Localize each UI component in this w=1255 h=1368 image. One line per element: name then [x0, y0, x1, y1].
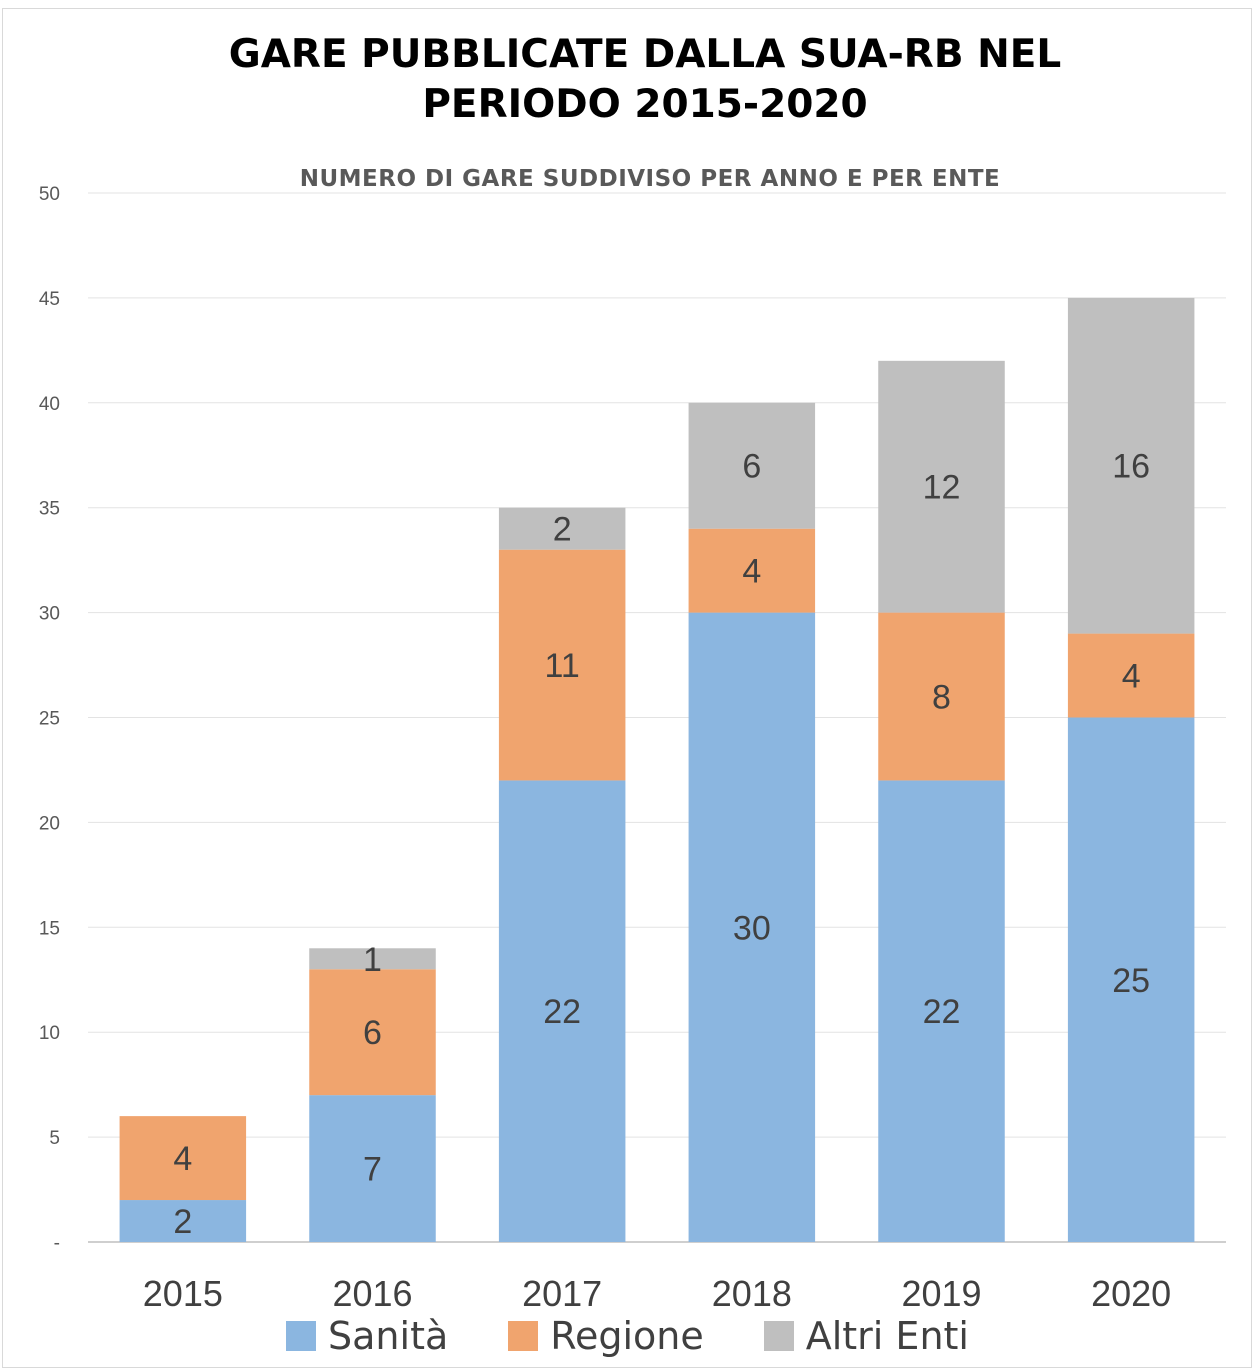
data-label: 16 [1112, 448, 1150, 486]
legend-item-altri-enti: Altri Enti [763, 1313, 969, 1359]
data-label: 6 [742, 448, 761, 486]
x-tick-label: 2019 [901, 1273, 981, 1314]
data-label: 12 [923, 469, 961, 507]
data-label: 30 [733, 909, 771, 947]
bar-segment [119, 1116, 247, 1201]
bar-segment [878, 612, 1005, 781]
data-label: 25 [1112, 962, 1150, 1000]
y-tick-label: 5 [49, 1128, 60, 1149]
y-tick-label: 20 [39, 813, 60, 834]
data-label: 2 [173, 1203, 192, 1241]
data-label: 1 [363, 941, 382, 979]
bar-segment [1067, 633, 1195, 718]
legend-item-regione: Regione [508, 1313, 704, 1359]
bar-segment [1067, 297, 1195, 634]
bar-segment [688, 528, 816, 613]
bar-segment [119, 1200, 247, 1242]
y-tick-label: 40 [39, 394, 60, 415]
legend-swatch-altri-enti [763, 1321, 794, 1351]
data-label: 11 [545, 647, 580, 685]
bar-segment [498, 780, 626, 1242]
x-tick-label: 2020 [1091, 1273, 1171, 1314]
y-tick-label: 25 [39, 709, 60, 730]
legend-swatch-sanita [286, 1321, 317, 1351]
bar-segment [878, 780, 1005, 1242]
data-label: 6 [363, 1014, 382, 1052]
data-label: 7 [363, 1151, 382, 1189]
legend-label-altri-enti: Altri Enti [805, 1314, 969, 1358]
legend-item-sanita: Sanità [286, 1313, 448, 1359]
x-tick-label: 2015 [143, 1273, 223, 1314]
y-tick-label: 45 [39, 289, 60, 310]
bar-segment [1067, 717, 1195, 1242]
data-label: 2 [553, 511, 572, 549]
bar-segment [688, 612, 816, 1242]
bar-segment [688, 402, 816, 529]
x-tick-label: 2017 [522, 1273, 602, 1314]
data-label: 4 [742, 553, 761, 591]
data-label: 8 [932, 679, 951, 717]
data-label: 22 [543, 993, 581, 1031]
y-tick-label: - [54, 1233, 60, 1254]
y-tick-label: 35 [39, 499, 60, 520]
data-label: 22 [923, 993, 961, 1031]
bar-segment [498, 549, 626, 781]
legend-label-regione: Regione [550, 1314, 704, 1358]
chart-title: GARE PUBBLICATE DALLA SUA-RB NEL PERIODO… [228, 32, 1062, 127]
y-tick-label: 50 [39, 184, 60, 205]
bar-segment [309, 969, 436, 1096]
y-tick-label: 10 [39, 1023, 60, 1044]
y-tick-label: 15 [39, 918, 60, 939]
data-label: 4 [1122, 658, 1141, 696]
bar-segment [309, 948, 436, 970]
legend-label-sanita: Sanità [328, 1314, 449, 1358]
y-tick-label: 30 [39, 604, 60, 625]
data-label: 4 [173, 1140, 192, 1178]
x-tick-label: 2018 [712, 1273, 792, 1314]
legend: Sanità Regione Altri Enti [0, 1313, 1255, 1359]
chart-subtitle: NUMERO DI GARE SUDDIVISO PER ANNO E PER … [299, 166, 1001, 192]
bar-segment [498, 507, 626, 550]
legend-swatch-regione [508, 1321, 539, 1351]
bar-segment [878, 360, 1005, 613]
x-tick-label: 2016 [332, 1273, 412, 1314]
bar-segment [309, 1095, 436, 1242]
